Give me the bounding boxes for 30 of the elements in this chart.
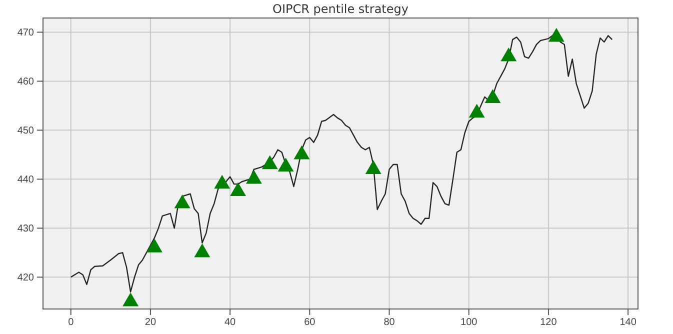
point	[278, 158, 294, 172]
x-tick-label: 100	[460, 317, 478, 328]
point	[484, 89, 501, 103]
chart-title: OIPCR pentile strategy	[272, 2, 408, 16]
point	[174, 194, 190, 208]
y-tick-label: 450	[17, 125, 34, 136]
point	[214, 174, 230, 189]
point	[365, 160, 382, 174]
point	[146, 238, 162, 252]
point	[500, 48, 517, 62]
x-tick-label: 40	[224, 317, 236, 328]
y-tick-label: 430	[17, 223, 34, 234]
y-tick-label: 440	[17, 174, 34, 186]
x-tick-label: 140	[620, 317, 637, 328]
x-tick-label: 60	[304, 317, 316, 328]
x-tick-label: 120	[540, 317, 558, 328]
point	[262, 155, 278, 170]
point	[294, 145, 310, 160]
x-tick-label: 80	[384, 317, 396, 328]
y-tick-label: 460	[17, 76, 34, 88]
point	[230, 182, 246, 196]
point	[468, 104, 485, 118]
point	[122, 292, 139, 306]
point	[194, 243, 210, 258]
point	[548, 28, 564, 42]
y-tick-label: 470	[17, 27, 34, 38]
x-tick-label: 20	[144, 317, 156, 328]
y-tick-label: 420	[17, 272, 34, 284]
x-tick-label: 0	[68, 317, 74, 328]
point	[246, 170, 262, 184]
